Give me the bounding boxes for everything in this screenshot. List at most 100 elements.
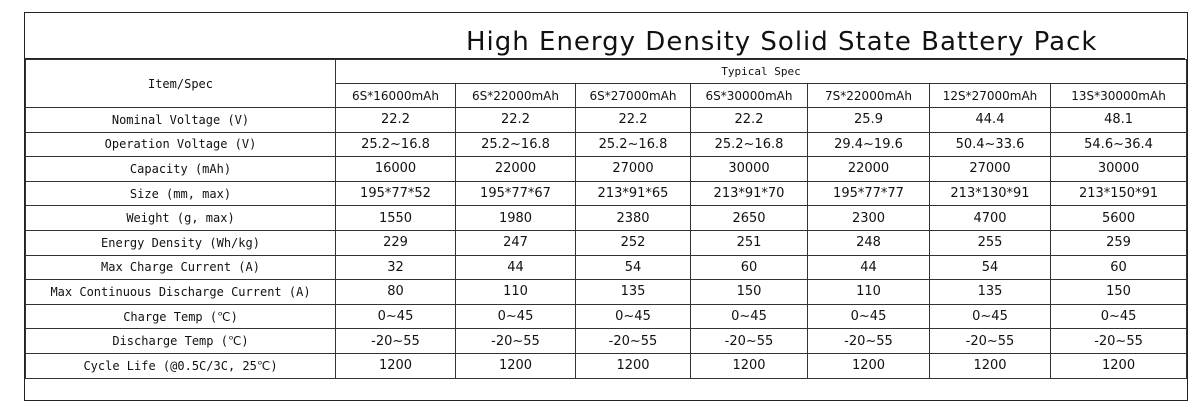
spec-value-cell: 25.2~16.8 [575,131,691,158]
spec-value-cell: 195*77*52 [335,180,456,207]
spec-row: Energy Density (Wh/kg) 229 247 252 251 248 255… [25,229,1188,256]
spec-value-cell: 0~45 [807,303,930,330]
spec-value-cell: 0~45 [690,303,808,330]
spec-value-cell: 2380 [575,205,691,231]
spec-value-cell: 54.6~36.4 [1049,131,1188,158]
spec-value-cell: 135 [575,279,691,305]
spec-value-cell: 0~45 [455,303,576,330]
spec-value-cell: 16000 [335,156,456,182]
spec-value-cell: 80 [335,279,456,305]
spec-value-cell: 150 [1049,279,1188,305]
model-header: 6S*16000mAh [335,83,456,108]
spec-value-cell: 25.9 [807,107,930,133]
spec-value-cell: 27000 [575,156,691,182]
spec-value-cell: 110 [455,279,576,305]
spec-value-cell: -20~55 [807,328,930,354]
spec-value-cell: 1200 [1049,352,1188,379]
spec-value-cell: 29.4~19.6 [807,131,930,158]
spec-value-cell: 25.2~16.8 [455,131,576,158]
spec-value-cell: 22.2 [690,107,808,133]
spec-value-cell: 60 [690,254,808,281]
spec-row-label: Max Charge Current (A) [25,254,336,281]
spec-value-cell: 32 [335,254,456,281]
spec-value-cell: 1200 [807,352,930,379]
spec-row-label: Cycle Life (@0.5C/3C, 25℃) [25,352,336,379]
spec-value-cell: 22.2 [575,107,691,133]
spec-row: Max Continuous Discharge Current (A) 80 11… [25,279,1188,305]
spec-value-cell: -20~55 [455,328,576,354]
spec-row: Size (mm, max) 195*77*52 195*77*67 213*91*6… [25,180,1188,207]
spec-row: Weight (g, max) 1550 1980 2380 2650 2300 4700 5… [25,205,1188,231]
model-header: 6S*30000mAh [690,83,808,108]
spec-value-cell: 4700 [929,205,1051,231]
spec-value-cell: 25.2~16.8 [335,131,456,158]
spec-value-cell: 213*91*70 [690,180,808,207]
spec-row-label: Discharge Temp (℃) [25,328,336,354]
spec-value-cell: 54 [929,254,1051,281]
spec-value-cell: 44 [455,254,576,281]
spec-row: Discharge Temp (℃) -20~55 -20~55 -20~55 -20~… [25,328,1188,354]
model-header: 13S*30000mAh [1049,83,1188,108]
spec-value-cell: -20~55 [335,328,456,354]
spec-value-cell: 1200 [690,352,808,379]
spec-value-cell: 251 [690,229,808,256]
spec-value-cell: 252 [575,229,691,256]
spec-value-cell: 22.2 [455,107,576,133]
spec-sheet: High Energy Density Solid State Battery … [24,12,1188,401]
spec-value-cell: 150 [690,279,808,305]
spec-value-cell: 248 [807,229,930,256]
spec-value-cell: 0~45 [335,303,456,330]
spec-row: Charge Temp (℃) 0~45 0~45 0~45 0~45 0~45 0~45 0… [25,303,1188,330]
header-row-2: 6S*16000mAh 6S*22000mAh 6S*27000mAh 6S*3… [26,83,1188,108]
spec-value-cell: 213*150*91 [1049,180,1188,207]
spec-row-label: Operation Voltage (V) [25,131,336,158]
spec-value-cell: 195*77*77 [807,180,930,207]
spec-value-cell: 22000 [455,156,576,182]
spec-value-cell: 0~45 [1049,303,1188,330]
spec-value-cell: 135 [929,279,1051,305]
spec-value-cell: 25.2~16.8 [690,131,808,158]
spec-row-label: Capacity (mAh) [25,156,336,182]
title-bar: High Energy Density Solid State Battery … [25,13,1185,59]
spec-row: Capacity (mAh) 16000 22000 27000 30000 22000 2… [25,156,1188,182]
spec-value-cell: 195*77*67 [455,180,576,207]
spec-value-cell: 5600 [1049,205,1188,231]
spec-value-cell: 30000 [1049,156,1188,182]
spec-value-cell: -20~55 [1049,328,1188,354]
spec-value-cell: 259 [1049,229,1188,256]
spec-value-cell: -20~55 [929,328,1051,354]
spec-value-cell: 54 [575,254,691,281]
spec-value-cell: 2300 [807,205,930,231]
spec-value-cell: 1200 [335,352,456,379]
spec-value-cell: 30000 [690,156,808,182]
spec-value-cell: -20~55 [690,328,808,354]
spec-value-cell: 27000 [929,156,1051,182]
spec-value-cell: 213*130*91 [929,180,1051,207]
model-header: 6S*27000mAh [575,83,691,108]
spec-value-cell: 48.1 [1049,107,1188,133]
spec-value-cell: 22000 [807,156,930,182]
spec-value-cell: 22.2 [335,107,456,133]
model-header: 12S*27000mAh [929,83,1051,108]
spec-value-cell: 247 [455,229,576,256]
spec-value-cell: 255 [929,229,1051,256]
spec-value-cell: -20~55 [575,328,691,354]
model-header: 7S*22000mAh [807,83,930,108]
spec-value-cell: 60 [1049,254,1188,281]
spec-row-label: Nominal Voltage (V) [25,107,336,133]
spec-value-cell: 1200 [455,352,576,379]
spec-row: Nominal Voltage (V) 22.2 22.2 22.2 22.2 25.9 4… [25,107,1188,133]
spec-row: Max Charge Current (A) 32 44 54 60 44 54 60 [25,254,1188,281]
spec-value-cell: 50.4~33.6 [929,131,1051,158]
spec-value-cell: 2650 [690,205,808,231]
spec-value-cell: 213*91*65 [575,180,691,207]
page-title: High Energy Density Solid State Battery … [466,27,1098,57]
spec-value-cell: 44.4 [929,107,1051,133]
spec-table: Item/Spec Typical Spec 6S*16000mAh 6S*22… [25,59,1188,379]
spec-value-cell: 110 [807,279,930,305]
typical-spec-header: Typical Spec [334,59,1188,84]
spec-value-cell: 1550 [335,205,456,231]
spec-row-label: Charge Temp (℃) [25,303,336,330]
spec-value-cell: 0~45 [929,303,1051,330]
spec-row-label: Size (mm, max) [25,180,336,207]
